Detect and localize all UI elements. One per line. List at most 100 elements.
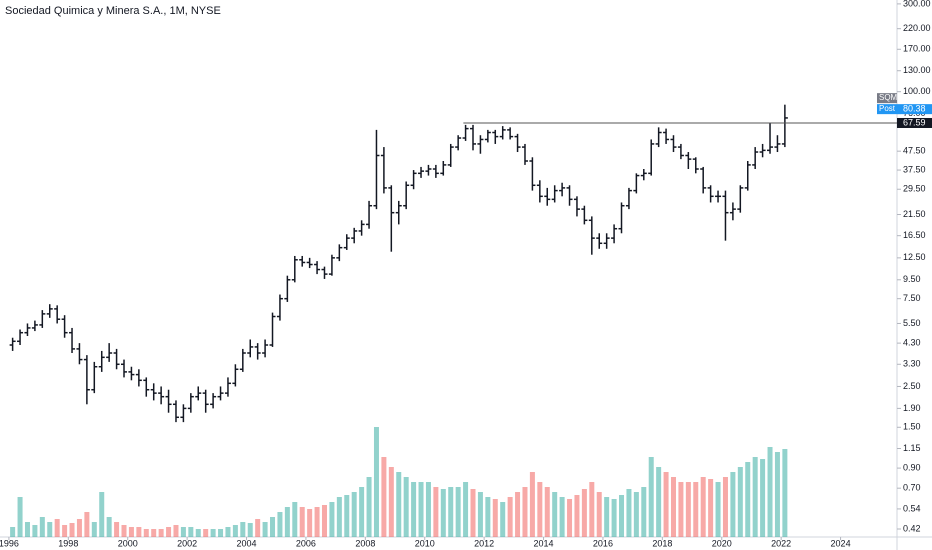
volume-bar: [552, 492, 558, 537]
volume-bar: [700, 477, 706, 537]
volume-bar: [522, 487, 528, 537]
volume-bar: [396, 472, 402, 537]
volume-bar: [351, 492, 357, 537]
volume-bar: [39, 517, 45, 537]
volume-bar: [425, 482, 431, 537]
volume-bar: [24, 522, 30, 537]
volume-bar: [114, 522, 120, 537]
volume-bar: [344, 495, 350, 537]
volume-bar: [99, 492, 105, 537]
volume-bar: [745, 462, 751, 537]
volume-bar: [507, 497, 513, 537]
volume-bar: [470, 489, 476, 537]
volume-bar: [529, 472, 535, 537]
volume-bar: [151, 529, 157, 537]
post-value: 80.38: [903, 104, 926, 114]
volume-bar: [722, 477, 728, 537]
symbol-badge: [877, 93, 897, 104]
volume-bar: [359, 487, 365, 537]
volume-bar: [218, 529, 224, 537]
y-tick-label: 0.90: [903, 462, 921, 472]
volume-bar: [693, 482, 699, 537]
volume-bar: [782, 449, 788, 537]
volume-bar: [477, 492, 483, 537]
volume-bar: [633, 492, 639, 537]
volume-bar: [730, 472, 736, 537]
x-tick-label: 2010: [415, 538, 435, 548]
volume-bar: [17, 497, 23, 537]
volume-bar: [180, 527, 186, 537]
volume-bar: [448, 487, 454, 537]
y-tick-label: 4.30: [903, 338, 921, 348]
volume-bar: [708, 479, 714, 537]
volume-bar: [648, 457, 654, 537]
volume-bar: [752, 457, 758, 537]
x-tick-label: 2000: [118, 538, 138, 548]
volume-bar: [388, 467, 394, 537]
volume-bar: [136, 527, 142, 537]
volume-bar: [440, 489, 446, 537]
volume-bar: [760, 459, 766, 537]
volume-bar: [158, 529, 164, 537]
volume-bar: [373, 427, 379, 537]
volume-bar: [685, 482, 691, 537]
level-badge: [897, 117, 932, 128]
volume-bar: [411, 482, 417, 537]
x-tick-label: 1998: [58, 538, 78, 548]
y-tick-label: 1.50: [903, 422, 921, 432]
volume-bar: [596, 492, 602, 537]
y-tick-label: 1.15: [903, 443, 921, 453]
volume-bar: [106, 517, 112, 537]
y-tick-label: 0.70: [903, 483, 921, 493]
volume-bar: [670, 477, 676, 537]
volume-bar: [47, 522, 53, 537]
volume-bar: [678, 482, 684, 537]
volume-bar: [381, 457, 387, 537]
x-tick-label: 2016: [593, 538, 613, 548]
volume-bar: [203, 529, 209, 537]
y-tick-label: 7.50: [903, 293, 921, 303]
y-tick-label: 300.00: [903, 0, 931, 8]
volume-bar: [314, 507, 320, 537]
volume-bar: [589, 482, 595, 537]
volume-bar: [567, 499, 573, 537]
x-tick-label: 2006: [296, 538, 316, 548]
volume-bar: [321, 505, 327, 537]
x-tick-label: 1996: [0, 538, 19, 548]
y-tick-label: 21.50: [903, 209, 926, 219]
x-tick-label: 2004: [237, 538, 257, 548]
symbol-label: SQM: [879, 93, 898, 102]
volume-bar: [604, 497, 610, 537]
y-tick-label: 47.50: [903, 146, 926, 156]
volume-bar: [307, 509, 313, 537]
x-tick-label: 2020: [712, 538, 732, 548]
x-tick-label: 2024: [831, 538, 851, 548]
y-tick-label: 9.50: [903, 274, 921, 284]
volume-bar: [574, 495, 580, 537]
volume-bar: [611, 499, 617, 537]
volume-bar: [774, 452, 780, 537]
y-tick-label: 2.50: [903, 381, 921, 391]
volume-bar: [559, 497, 565, 537]
volume-bar: [641, 487, 647, 537]
x-tick-label: 2008: [355, 538, 375, 548]
volume-bar: [433, 487, 439, 537]
volume-bar: [195, 529, 201, 537]
x-tick-label: 2012: [474, 538, 494, 548]
volume-bar: [619, 495, 625, 537]
volume-bar: [232, 525, 238, 537]
y-tick-label: 100.00: [903, 86, 931, 96]
x-tick-label: 2018: [652, 538, 672, 548]
x-tick-label: 2014: [534, 538, 554, 548]
volume-bar: [277, 512, 283, 537]
volume-bar: [284, 507, 290, 537]
post-badge: [877, 104, 932, 115]
volume-bar: [581, 489, 587, 537]
y-tick-label: 12.50: [903, 252, 926, 262]
volume-bar: [418, 482, 424, 537]
volume-bar: [173, 525, 179, 537]
volume-bar: [656, 467, 662, 537]
post-label: Post: [879, 104, 896, 113]
